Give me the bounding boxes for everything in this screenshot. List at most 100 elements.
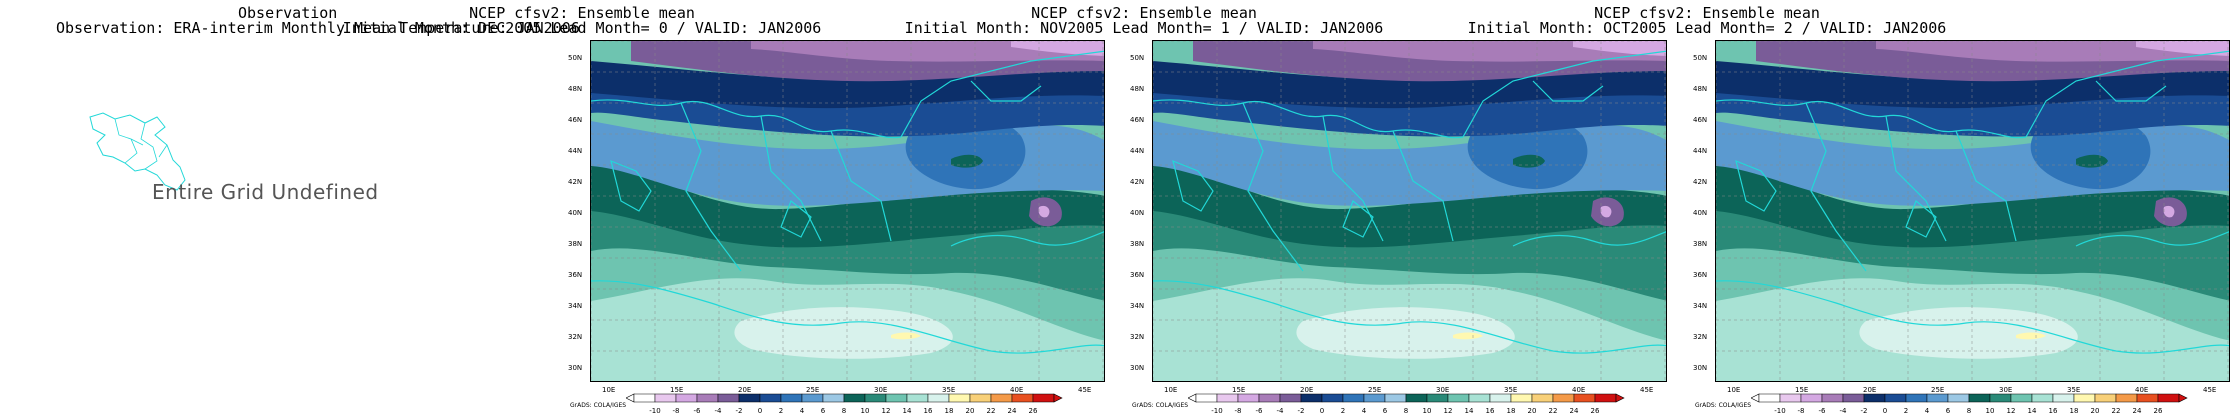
panel1-title-line1: NCEP cfsv2: Ensemble mean — [469, 4, 695, 22]
colorbar-label: -10 — [649, 407, 660, 415]
colorbar-label: 12 — [882, 407, 891, 415]
country-border — [1716, 99, 2027, 139]
panel1-temperature-field — [591, 41, 1104, 381]
panel2-temperature-field — [1153, 41, 1666, 381]
colorbar-segment — [1989, 393, 2012, 403]
colorbar-label: -8 — [1235, 407, 1242, 415]
colorbar-label: 0 — [1883, 407, 1887, 415]
colorbar-segment — [1905, 393, 1928, 403]
colorbar-segment — [1842, 393, 1865, 403]
colorbar-label: 4 — [800, 407, 805, 415]
lon-tick-label: 15E — [1795, 386, 1809, 394]
colorbar-segment — [801, 393, 824, 403]
lat-tick-label: 42N — [1130, 178, 1145, 186]
colorbar-label: -4 — [715, 407, 723, 415]
lon-tick-label: 45E — [1640, 386, 1654, 394]
country-border — [1322, 115, 1384, 242]
country-border — [1885, 115, 1947, 242]
colorbar-label: 8 — [1967, 407, 1971, 415]
colorbar-segment — [1321, 393, 1344, 403]
colorbar-segment — [759, 393, 782, 403]
contour-band — [1453, 332, 1483, 340]
contour-band — [2136, 41, 2229, 56]
colorbar-label: 16 — [1486, 407, 1495, 415]
colorbar-segment — [1800, 393, 1823, 403]
colorbar-segment — [633, 393, 656, 403]
country-border — [1532, 80, 1604, 102]
grads-credit: GrADS: COLA/IGES — [1132, 402, 1189, 409]
panel1-title-line2: Initial Month: DEC2005 Lead Month= 0 / V… — [342, 19, 822, 37]
colorbar-segment — [906, 393, 929, 403]
colorbar-label: 8 — [1404, 407, 1408, 415]
colorbar-arrow-right — [2178, 393, 2188, 403]
colorbar-label: 24 — [2133, 407, 2142, 415]
lon-tick-label: 35E — [2067, 386, 2081, 394]
colorbar-label: -8 — [673, 407, 680, 415]
colorbar-segment — [2136, 393, 2159, 403]
colorbar-label: 22 — [1549, 407, 1558, 415]
lat-tick-label: 38N — [1130, 240, 1145, 248]
colorbar-label: 10 — [1423, 407, 1432, 415]
lat-tick-label: 40N — [1130, 209, 1145, 217]
colorbar-label: 20 — [966, 407, 975, 415]
colorbar-segment — [2094, 393, 2117, 403]
colorbar-segment — [927, 393, 950, 403]
colorbar-label: 16 — [2049, 407, 2058, 415]
lat-tick-label: 44N — [1693, 147, 1708, 155]
colorbar-segment — [2073, 393, 2096, 403]
lat-tick-label: 38N — [1693, 240, 1708, 248]
lon-tick-label: 40E — [1572, 386, 1586, 394]
lat-tick-label: 44N — [568, 147, 583, 155]
colorbar-arrow-left — [626, 393, 635, 403]
lat-tick-label: 44N — [1130, 147, 1145, 155]
lat-tick-label: 46N — [568, 116, 583, 124]
panel3-title-line1: NCEP cfsv2: Ensemble mean — [1594, 4, 1820, 22]
contour-band — [1573, 41, 1666, 56]
lat-tick-label: 34N — [1693, 302, 1708, 310]
lon-tick-label: 45E — [1078, 386, 1092, 394]
lon-tick-label: 15E — [670, 386, 684, 394]
colorbar-segment — [696, 393, 719, 403]
observation-title-line1: Observation — [238, 4, 338, 22]
colorbar-label: -10 — [1211, 407, 1222, 415]
colorbar-segment — [1405, 393, 1428, 403]
colorbar-segment — [885, 393, 908, 403]
colorbar-label: 26 — [1029, 407, 1038, 415]
colorbar-label: 4 — [1362, 407, 1367, 415]
country-border — [591, 99, 902, 139]
colorbar-segment — [1447, 393, 1470, 403]
colorbar-label: 10 — [1986, 407, 1995, 415]
colorbar-label: 26 — [2154, 407, 2163, 415]
colorbar-segment — [1384, 393, 1407, 403]
colorbar-segment — [1947, 393, 1970, 403]
colorbar-segment — [1032, 393, 1055, 403]
colorbar-label: 2 — [1341, 407, 1345, 415]
lon-tick-label: 20E — [738, 386, 752, 394]
lon-tick-label: 20E — [1863, 386, 1877, 394]
country-border — [1342, 200, 1374, 238]
contour-band — [2163, 205, 2175, 218]
country-border — [1392, 130, 1454, 242]
contour-band — [1716, 159, 2229, 248]
colorbar-segment — [2052, 393, 2075, 403]
lon-tick-label: 40E — [1010, 386, 1024, 394]
country-border — [680, 102, 742, 272]
lon-tick-label: 30E — [1436, 386, 1450, 394]
colorbar-segment — [864, 393, 887, 403]
colorbar: -10 -8 -6 -4 -2 0 2 4 6 8 10 12 14 16 18 20 22 24 26 — [626, 393, 1063, 415]
colorbar-label: -2 — [1861, 407, 1868, 415]
colorbar-label: -4 — [1840, 407, 1848, 415]
lat-tick-label: 36N — [1693, 271, 1708, 279]
lon-tick-label: 10E — [602, 386, 616, 394]
panel3-title-line2: Initial Month: OCT2005 Lead Month= 2 / V… — [1467, 19, 1947, 37]
colorbar-label: -6 — [1819, 407, 1827, 415]
contour-band — [1600, 205, 1612, 218]
colorbar-segment — [1426, 393, 1449, 403]
colorbar-segment — [2010, 393, 2033, 403]
country-border — [1512, 231, 1666, 247]
lat-tick-label: 34N — [568, 302, 583, 310]
colorbar-segment — [1258, 393, 1281, 403]
colorbar-segment — [1363, 393, 1386, 403]
contour-band — [591, 159, 1104, 248]
panel2-map — [1152, 40, 1667, 382]
